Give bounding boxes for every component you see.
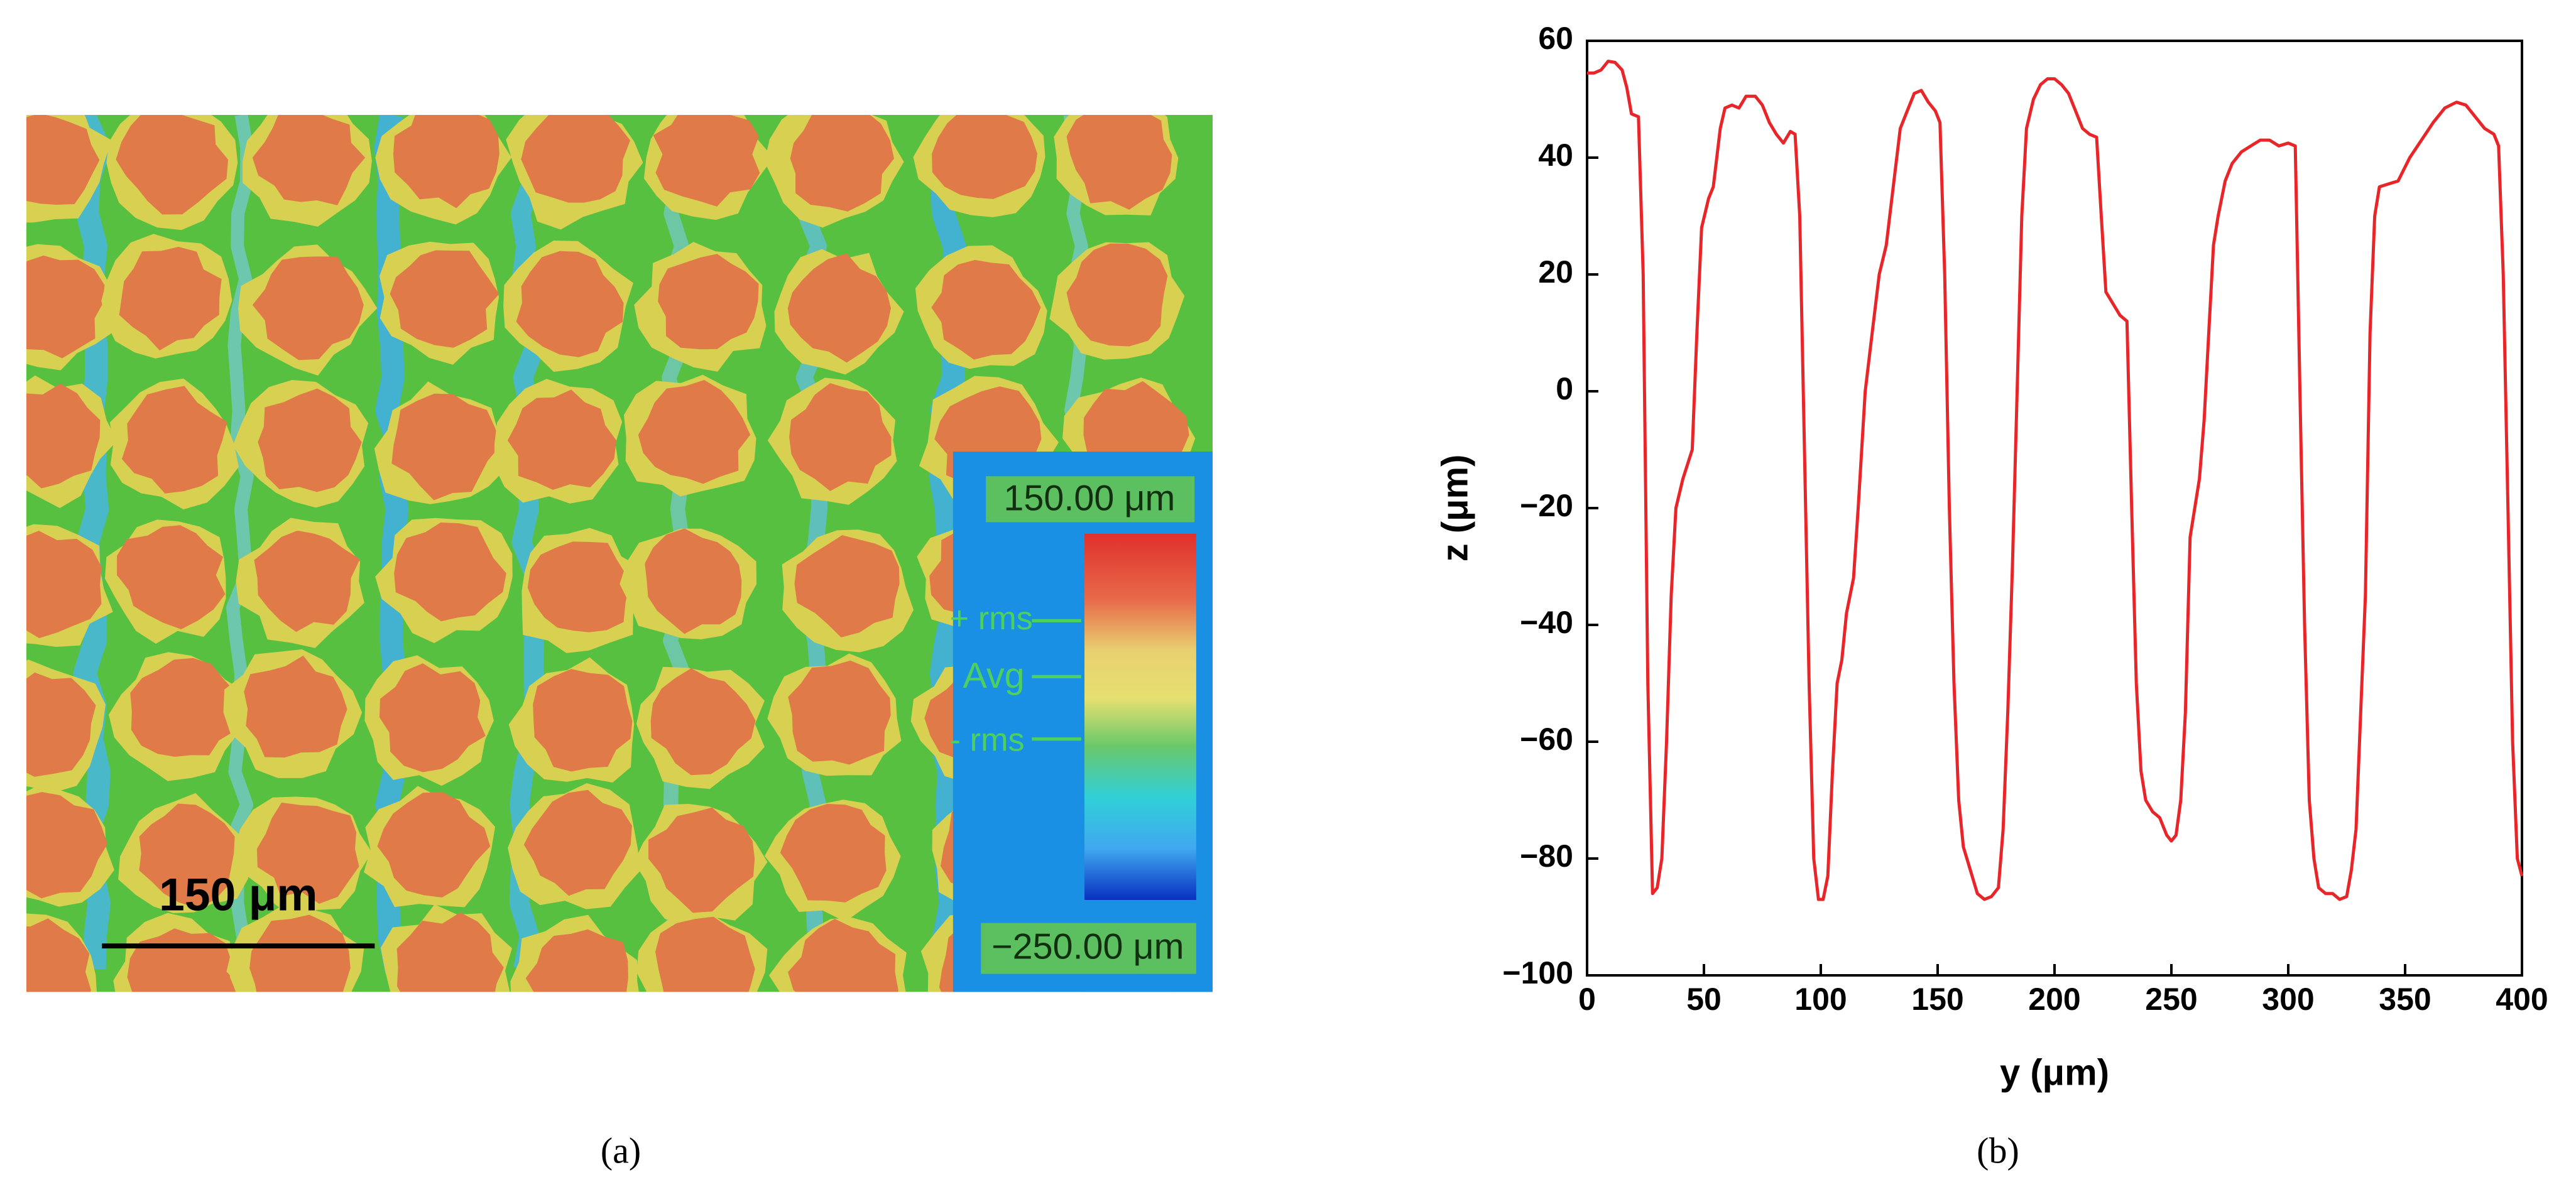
bump — [26, 255, 105, 359]
bump — [116, 115, 229, 215]
bump — [396, 912, 504, 992]
bump — [26, 383, 101, 489]
bump — [658, 254, 759, 350]
bump — [249, 914, 351, 992]
scale-bar-label: 150 μm — [159, 869, 317, 921]
bump — [26, 672, 96, 777]
plot-frame — [1586, 40, 2523, 977]
bump — [391, 393, 501, 501]
bump — [533, 669, 633, 772]
y-tick-label: 60 — [1538, 21, 1573, 56]
colorbar — [1084, 533, 1196, 900]
y-tick-label: 0 — [1556, 371, 1573, 406]
y-tick-label: 40 — [1538, 138, 1573, 173]
bump — [1066, 243, 1168, 347]
avg: Avg — [963, 656, 1025, 696]
bump — [523, 789, 632, 896]
x-tick-label: 200 — [2028, 982, 2080, 1017]
bump — [121, 386, 227, 494]
bump — [788, 660, 891, 765]
bump — [788, 919, 899, 992]
bump — [645, 528, 742, 634]
bump — [516, 251, 624, 357]
y-tick-label: −20 — [1520, 488, 1573, 523]
y-axis-label: z (μm) — [1434, 455, 1475, 562]
bump — [932, 115, 1038, 199]
x-tick-label: 400 — [2496, 982, 2548, 1017]
y-tick-label: −60 — [1520, 722, 1573, 757]
bump — [119, 246, 222, 350]
bump — [379, 663, 486, 772]
y-tick-label: −100 — [1502, 955, 1573, 990]
bump — [655, 916, 755, 992]
min-label-bg — [981, 923, 1196, 974]
y-tick-label: −80 — [1520, 838, 1573, 874]
bump — [525, 929, 628, 992]
colorbar-min: −250.00 μm — [991, 927, 1184, 967]
bump — [507, 389, 617, 491]
x-tick-label: 150 — [1911, 982, 1963, 1017]
profile-line — [1587, 60, 2524, 901]
x-tick-label: 350 — [2379, 982, 2431, 1017]
x-tick-label: 250 — [2145, 982, 2197, 1017]
bump — [256, 802, 359, 904]
bump — [650, 668, 756, 776]
bump — [26, 115, 100, 205]
bump — [244, 655, 347, 758]
bump — [26, 531, 102, 639]
bump — [931, 259, 1041, 360]
bump — [390, 250, 499, 348]
bump — [527, 541, 629, 632]
bump — [258, 388, 362, 492]
bump — [252, 256, 364, 360]
bump — [794, 535, 900, 637]
max-label-bg — [986, 476, 1195, 523]
bump — [790, 115, 894, 212]
y-tick-label: −40 — [1520, 605, 1573, 640]
bump — [130, 658, 236, 757]
bump — [252, 115, 366, 205]
bump — [394, 523, 506, 622]
bump — [780, 803, 887, 902]
bump — [653, 115, 760, 207]
height-map — [26, 115, 1213, 992]
bump — [787, 253, 892, 363]
bump — [254, 530, 360, 632]
colorbar-max: 150.00 μm — [1003, 479, 1175, 519]
bump — [26, 792, 108, 899]
bump — [521, 115, 631, 203]
x-tick-label: 50 — [1686, 982, 1722, 1017]
bump — [1066, 115, 1172, 210]
x-axis-label: y (μm) — [2000, 1052, 2109, 1093]
x-tick-label: 100 — [1794, 982, 1847, 1017]
x-tick-label: 0 — [1578, 982, 1596, 1017]
surface-map: 150.00 μm −250.00 μm + rms Avg - rms 150… — [26, 115, 1213, 992]
bump — [377, 792, 491, 898]
y-tick-label: 20 — [1538, 254, 1573, 290]
rms-plus: + rms — [950, 600, 1033, 637]
x-tick-label: 300 — [2262, 982, 2314, 1017]
bump — [26, 918, 92, 992]
valley-stripe — [226, 115, 254, 970]
bump — [648, 807, 755, 913]
bump — [117, 525, 226, 630]
bump — [393, 115, 499, 209]
bump — [638, 380, 751, 484]
caption-a: (a) — [601, 1130, 641, 1171]
caption-b: (b) — [1977, 1130, 2019, 1171]
bump — [789, 383, 892, 491]
rms-minus: - rms — [950, 722, 1025, 759]
bump — [139, 803, 235, 909]
